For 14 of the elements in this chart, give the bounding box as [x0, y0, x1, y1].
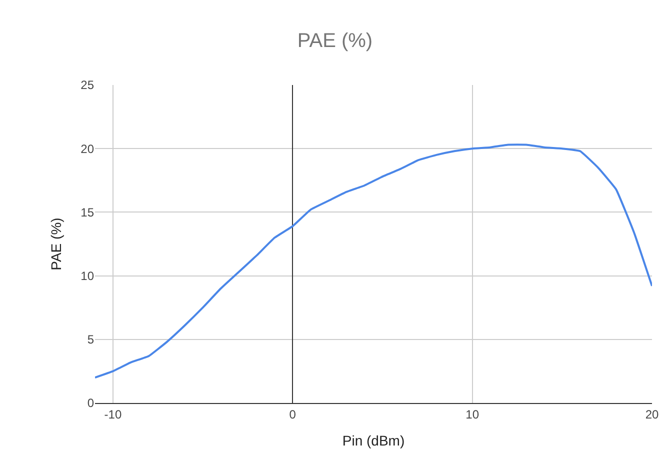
y-tick-label: 0 — [87, 396, 94, 410]
x-tick-label: 0 — [289, 407, 296, 422]
y-tick-label: 20 — [80, 142, 94, 156]
y-axis-title: PAE (%) — [48, 218, 64, 270]
x-axis-title: Pin (dBm) — [342, 432, 405, 449]
y-tick-label: 5 — [87, 332, 94, 347]
y-tick-label: 15 — [80, 205, 94, 220]
x-tick-label: -10 — [104, 407, 122, 422]
y-tick-label: 10 — [80, 269, 94, 283]
x-tick-label: 20 — [645, 407, 659, 422]
line-series — [95, 144, 652, 379]
y-tick-label: 25 — [80, 78, 94, 92]
chart-title: PAE (%) — [297, 30, 373, 52]
x-tick-label: 10 — [466, 407, 480, 422]
